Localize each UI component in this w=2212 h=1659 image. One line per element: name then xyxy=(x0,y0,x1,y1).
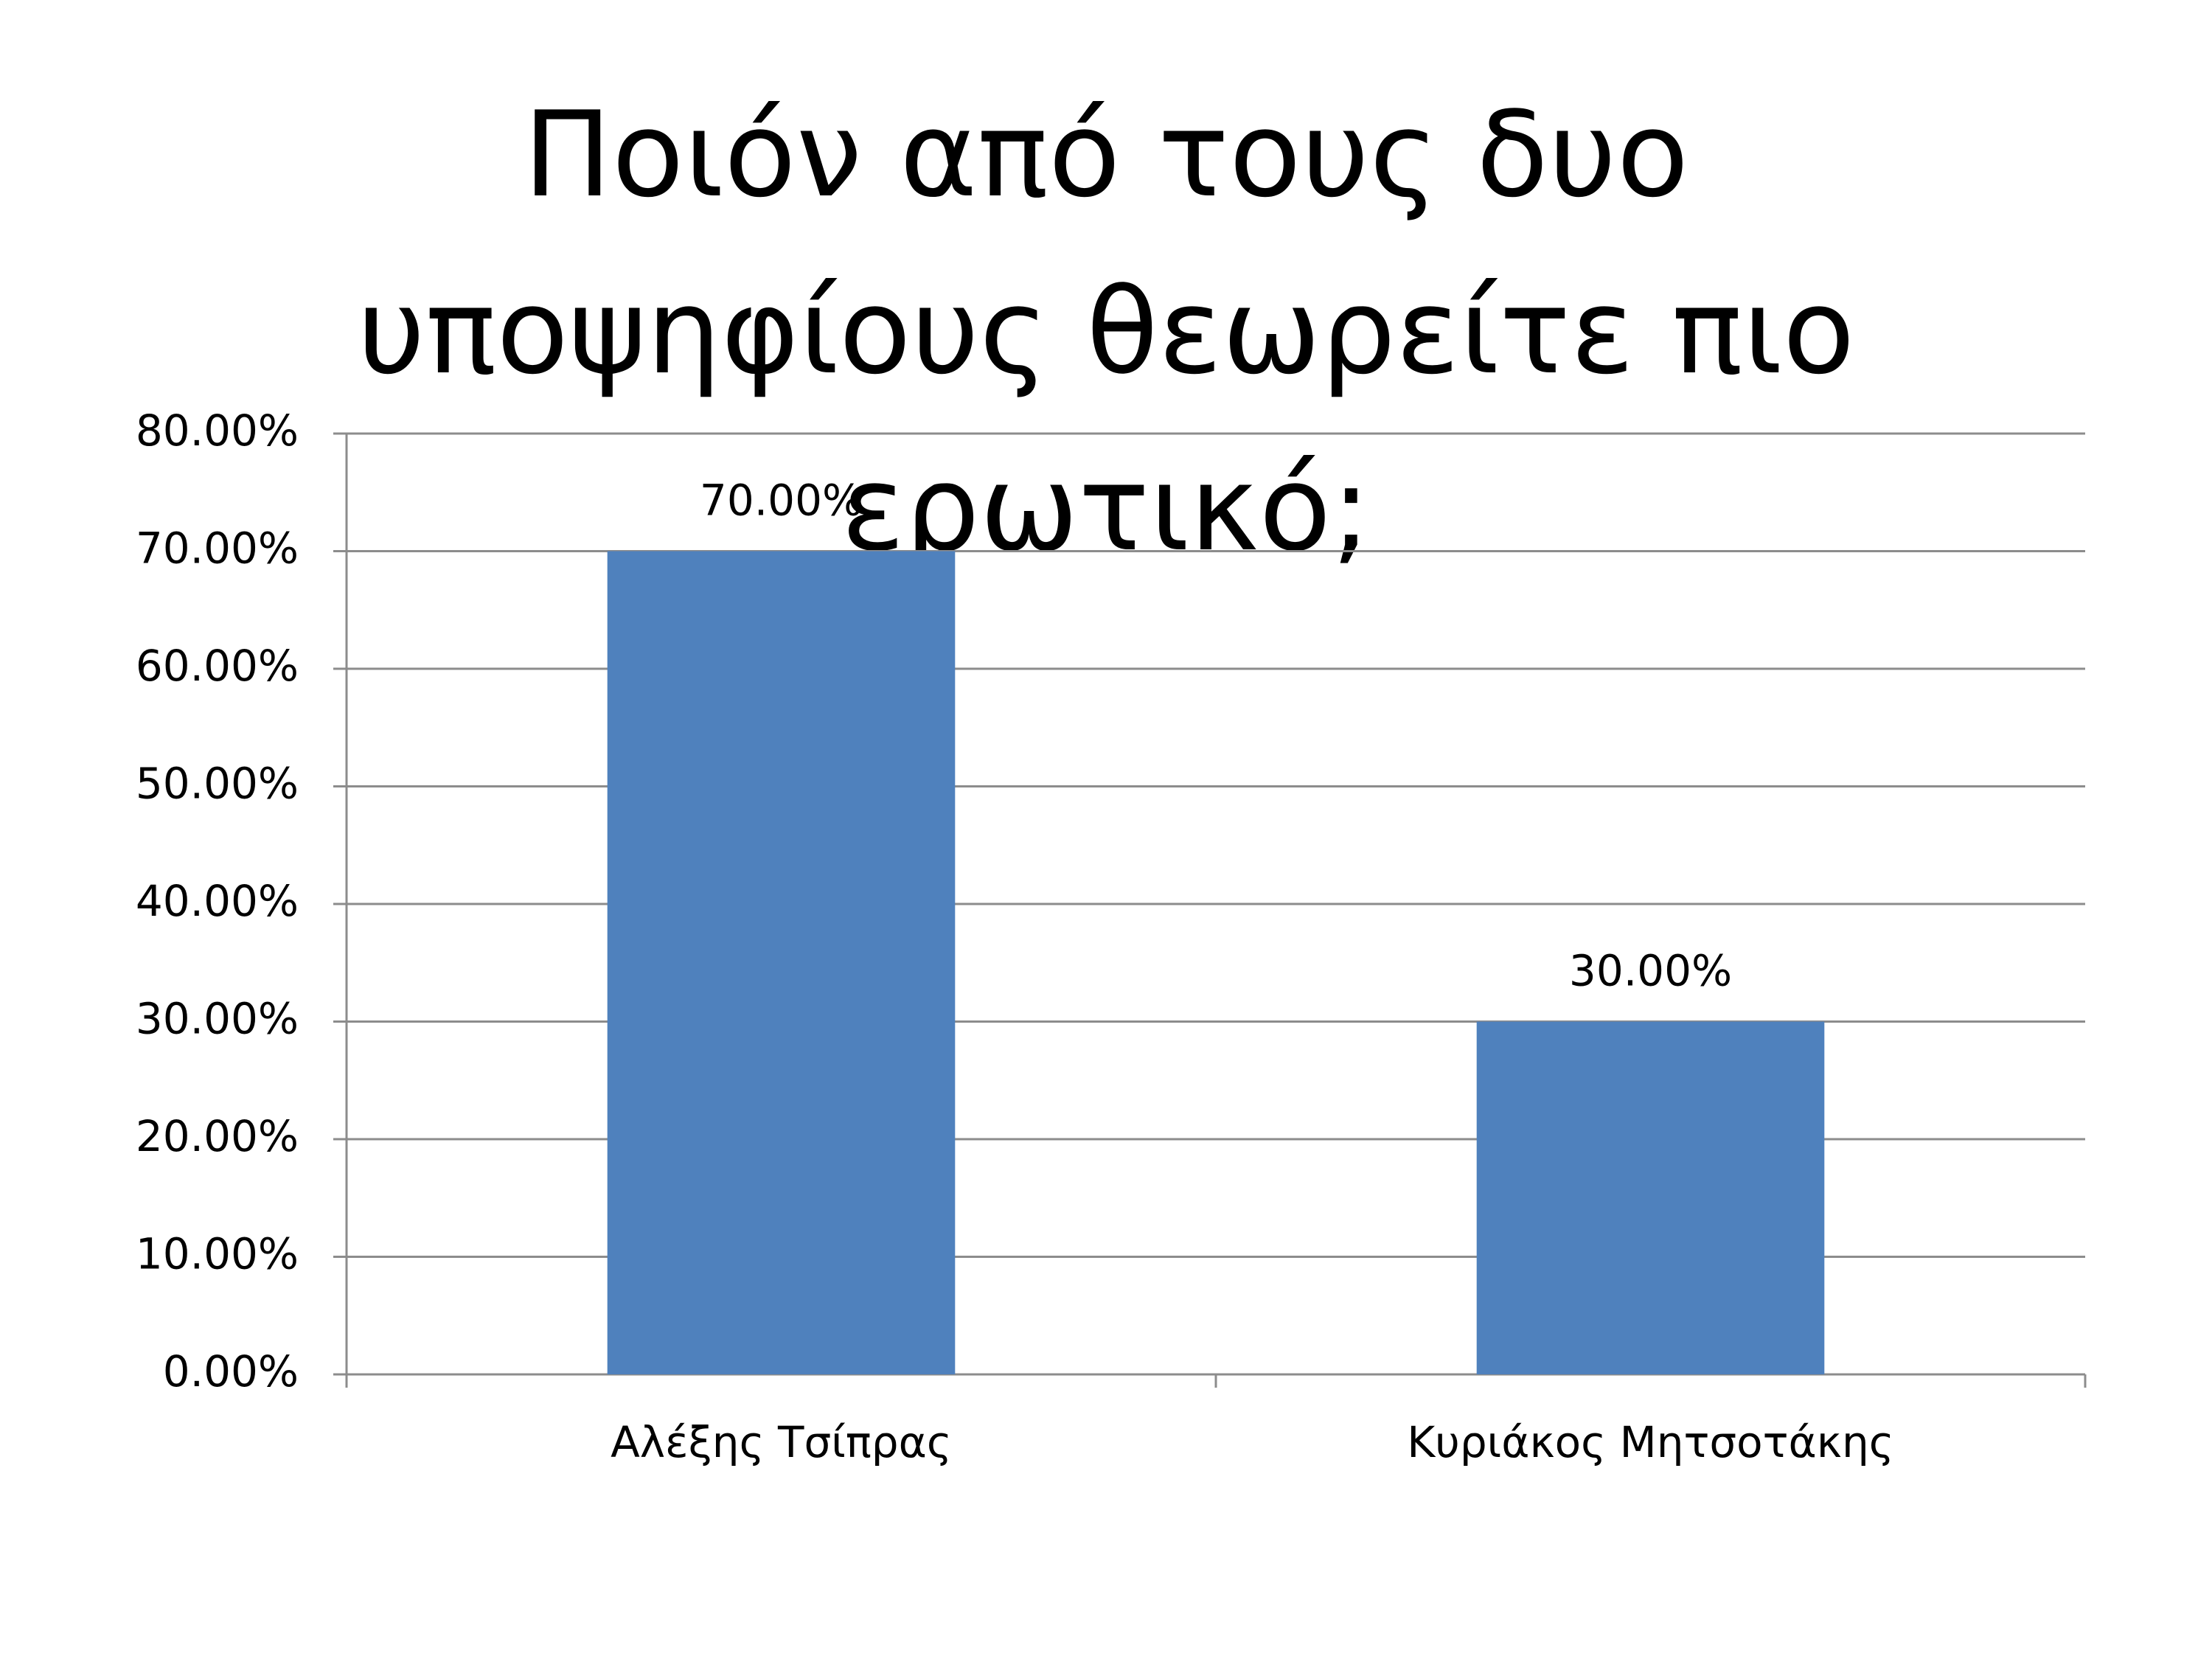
y-tick-label: 70.00% xyxy=(136,524,299,574)
y-tick-label: 50.00% xyxy=(136,759,299,809)
y-tick-label: 80.00% xyxy=(136,406,299,456)
x-tick-label: Κυριάκος Μητσοτάκης xyxy=(1407,1417,1894,1467)
x-tick-label: Αλέξης Τσίπρας xyxy=(611,1417,952,1467)
data-label: 30.00% xyxy=(1569,946,1732,996)
chart-title: Ποιόν από τους δυο υποψηφίους θεωρείτε π… xyxy=(357,86,1855,577)
bar xyxy=(1476,1021,1825,1374)
y-tick-label: 60.00% xyxy=(136,641,299,691)
y-tick-label: 0.00% xyxy=(163,1346,299,1397)
data-label: 70.00% xyxy=(700,476,863,526)
bar xyxy=(607,551,956,1374)
y-tick-label: 30.00% xyxy=(136,994,299,1044)
y-tick-label: 10.00% xyxy=(136,1229,299,1279)
y-tick-label: 40.00% xyxy=(136,876,299,926)
y-tick-label: 20.00% xyxy=(136,1111,299,1161)
